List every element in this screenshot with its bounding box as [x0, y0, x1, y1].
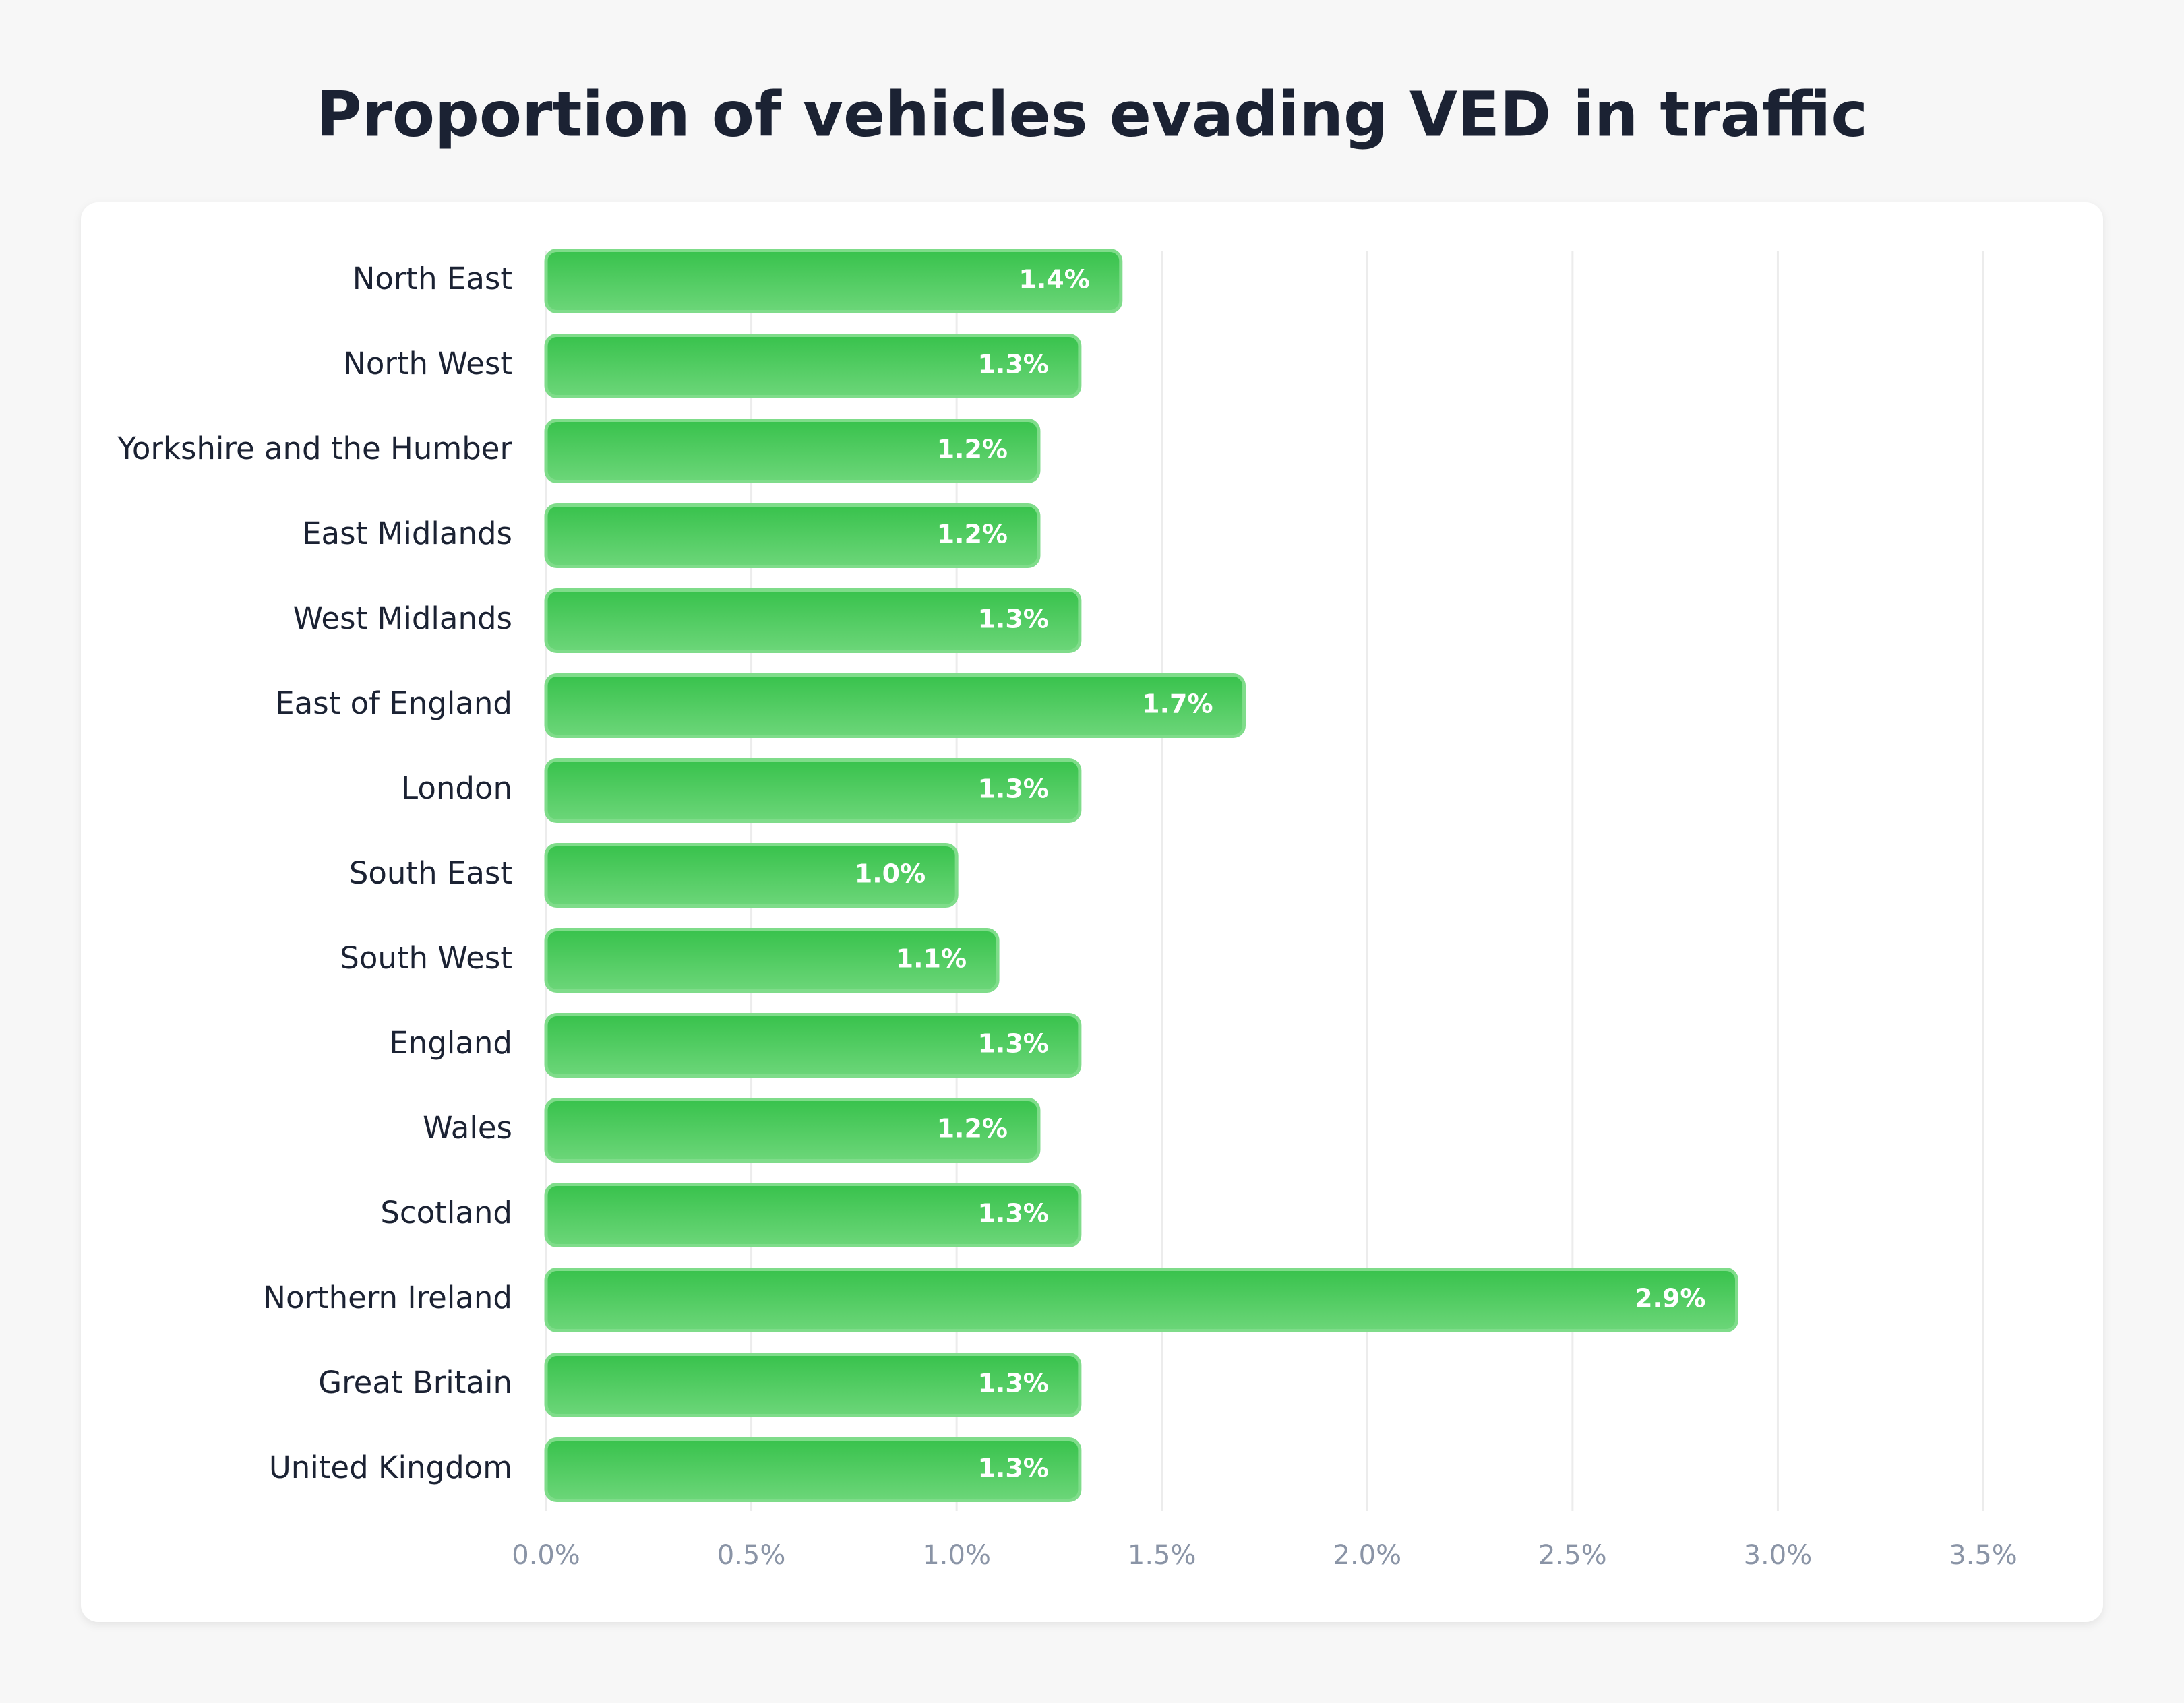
- value-label: 1.3%: [977, 774, 1048, 804]
- x-tick-label: 2.0%: [1333, 1540, 1401, 1571]
- value-label: 1.3%: [977, 1369, 1048, 1398]
- value-label: 1.4%: [1019, 265, 1089, 295]
- y-tick-label: Scotland: [380, 1195, 512, 1231]
- y-tick-label: North East: [353, 261, 512, 297]
- y-tick-label: South East: [349, 855, 512, 891]
- value-label: 1.3%: [977, 1454, 1048, 1483]
- value-label: 1.2%: [937, 520, 1008, 549]
- x-tick-label: 3.0%: [1744, 1540, 1813, 1571]
- bar: [544, 1437, 1082, 1502]
- bar: [544, 419, 1041, 483]
- value-label: 2.9%: [1635, 1284, 1705, 1313]
- value-label: 1.3%: [977, 350, 1048, 379]
- value-label: 1.3%: [977, 1199, 1048, 1229]
- bar: [544, 673, 1246, 738]
- y-tick-label: Yorkshire and the Humber: [117, 431, 512, 466]
- y-tick-label: East Midlands: [302, 516, 512, 551]
- chart-title: Proportion of vehicles evading VED in tr…: [316, 78, 1868, 150]
- bar: [544, 249, 1123, 313]
- bar: [544, 1353, 1082, 1417]
- value-label: 1.2%: [937, 435, 1008, 464]
- value-label: 1.7%: [1142, 689, 1213, 719]
- y-tick-label: England: [389, 1025, 512, 1061]
- x-tick-label: 1.5%: [1128, 1540, 1196, 1571]
- bar: [544, 1183, 1082, 1247]
- y-tick-label: North West: [343, 346, 512, 381]
- y-tick-label: West Midlands: [293, 600, 512, 636]
- y-tick-label: London: [401, 770, 512, 806]
- value-label: 1.3%: [977, 605, 1048, 634]
- x-tick-label: 0.0%: [512, 1540, 580, 1571]
- bar: [544, 334, 1082, 398]
- bar: [544, 1268, 1739, 1332]
- y-tick-label: Wales: [423, 1110, 512, 1146]
- value-label: 1.1%: [896, 944, 967, 974]
- y-tick-label: East of England: [275, 685, 512, 721]
- x-tick-label: 1.0%: [922, 1540, 991, 1571]
- y-tick-label: Northern Ireland: [263, 1280, 512, 1315]
- bar: [544, 928, 1000, 993]
- y-tick-label: South West: [340, 940, 512, 976]
- bar: [544, 1013, 1082, 1078]
- value-label: 1.3%: [977, 1029, 1048, 1059]
- bar: [544, 758, 1082, 823]
- bar: [544, 843, 959, 908]
- y-tick-label: Great Britain: [318, 1365, 512, 1400]
- bar: [544, 503, 1041, 568]
- value-label: 1.0%: [855, 859, 926, 889]
- x-tick-label: 0.5%: [717, 1540, 786, 1571]
- x-tick-label: 2.5%: [1538, 1540, 1607, 1571]
- y-tick-label: United Kingdom: [269, 1450, 512, 1485]
- x-tick-label: 3.5%: [1949, 1540, 2018, 1571]
- card: [81, 202, 2103, 1622]
- bar: [544, 588, 1082, 653]
- value-label: 1.2%: [937, 1114, 1008, 1144]
- bar: [544, 1098, 1041, 1163]
